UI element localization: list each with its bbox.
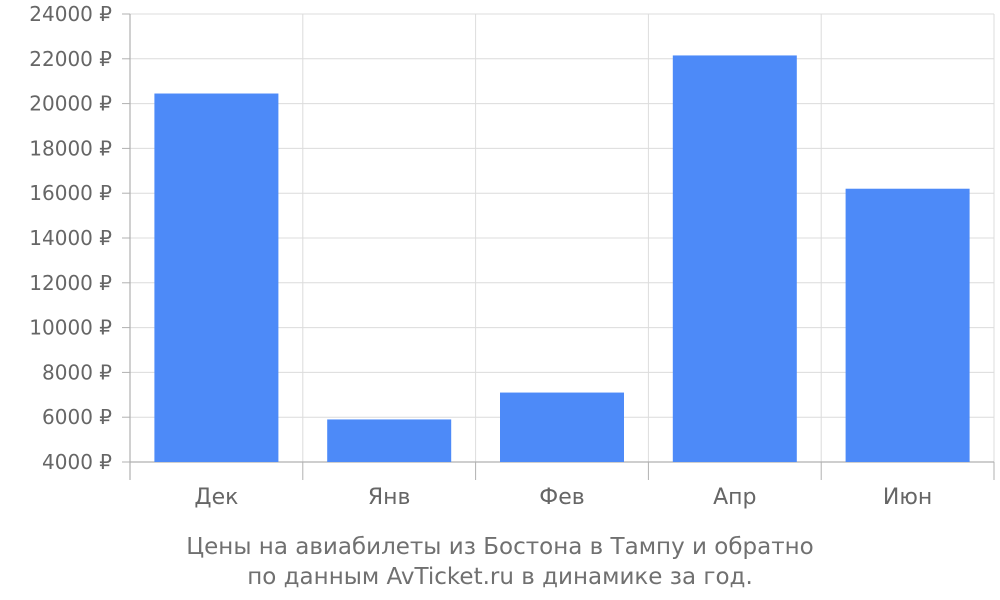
y-tick-label: 14000 ₽ (29, 226, 112, 250)
x-tick-label: Апр (713, 485, 756, 510)
x-tick-label: Янв (368, 485, 411, 510)
bar-4 (672, 55, 797, 462)
y-tick-label: 18000 ₽ (29, 136, 112, 160)
x-tick-label: Дек (194, 485, 238, 510)
y-tick-label: 6000 ₽ (42, 405, 112, 429)
bar-5 (845, 188, 970, 462)
y-tick-label: 12000 ₽ (29, 271, 112, 295)
bar-chart: 4000 ₽ 6000 ₽ 8000 ₽ 10000 ₽ 12000 ₽ 14000 ₽ 1… (29, 2, 995, 510)
y-tick-label: 22000 ₽ (29, 47, 112, 71)
bar-2 (327, 419, 452, 462)
y-tick-label: 10000 ₽ (29, 316, 112, 340)
bar-3 (500, 392, 624, 462)
caption-line-1: Цены на авиабилеты из Бостона в Тампу и … (186, 534, 814, 560)
x-tick-label: Июн (883, 485, 932, 510)
caption-line-2: по данным AvTicket.ru в динамике за год. (247, 564, 753, 590)
chart-caption: Цены на авиабилеты из Бостона в Тампу и … (0, 532, 1000, 592)
y-tick-label: 16000 ₽ (29, 181, 112, 205)
bar-1 (154, 93, 279, 463)
y-tick-label: 8000 ₽ (42, 360, 112, 384)
x-tick-label: Фев (539, 485, 584, 510)
y-tick-label: 24000 ₽ (29, 2, 112, 26)
y-tick-label: 20000 ₽ (29, 92, 112, 116)
y-tick-label: 4000 ₽ (42, 450, 112, 474)
